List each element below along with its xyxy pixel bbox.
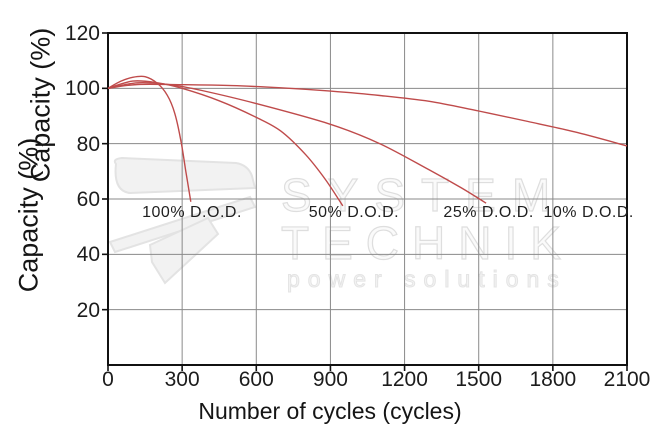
curve-25-d-o-d: [107, 81, 487, 204]
y-tick-label: 60: [76, 188, 100, 211]
x-tick-label: 600: [238, 368, 274, 391]
watermark-text-system: SYSTEM: [280, 168, 567, 221]
x-tick-label: 1800: [529, 368, 577, 391]
x-tick-label: 900: [312, 368, 348, 391]
curve-label-50-d-o-d: 50% D.O.D.: [308, 203, 400, 221]
curve-label-25-d-o-d: 25% D.O.D.: [443, 203, 534, 221]
y-tick-label: 40: [76, 243, 100, 267]
x-tick-label: 2100: [603, 368, 651, 391]
watermark-text-power-solutions: power solutions: [287, 266, 567, 293]
curve-label-100-d-o-d: 100% D.O.D.: [142, 203, 242, 221]
y-tick-label: 100: [64, 77, 100, 101]
y-axis-title-overlap-copy: Capacity (%): [25, 27, 56, 183]
x-tick-label: 1500: [455, 368, 503, 391]
plot-frame: [107, 32, 628, 366]
curve-100-d-o-d: [107, 75, 192, 202]
x-tick-label: 300: [164, 368, 200, 391]
curve-50-d-o-d: [107, 80, 344, 207]
y-tick-label: 120: [64, 22, 100, 45]
x-tick-label: 1200: [381, 368, 428, 391]
y-tick-label: 80: [76, 132, 100, 156]
x-axis-title: Number of cycles (cycles): [198, 398, 462, 424]
x-tick-label: 0: [102, 368, 114, 391]
curve-10-d-o-d: [107, 83, 628, 147]
watermark-lightning-logo-icon: [108, 156, 257, 285]
curve-label-10-d-o-d: 10% D.O.D.: [543, 203, 634, 221]
watermark-text-technik: TECHNIK: [280, 216, 574, 269]
y-tick-label: 20: [76, 298, 100, 322]
